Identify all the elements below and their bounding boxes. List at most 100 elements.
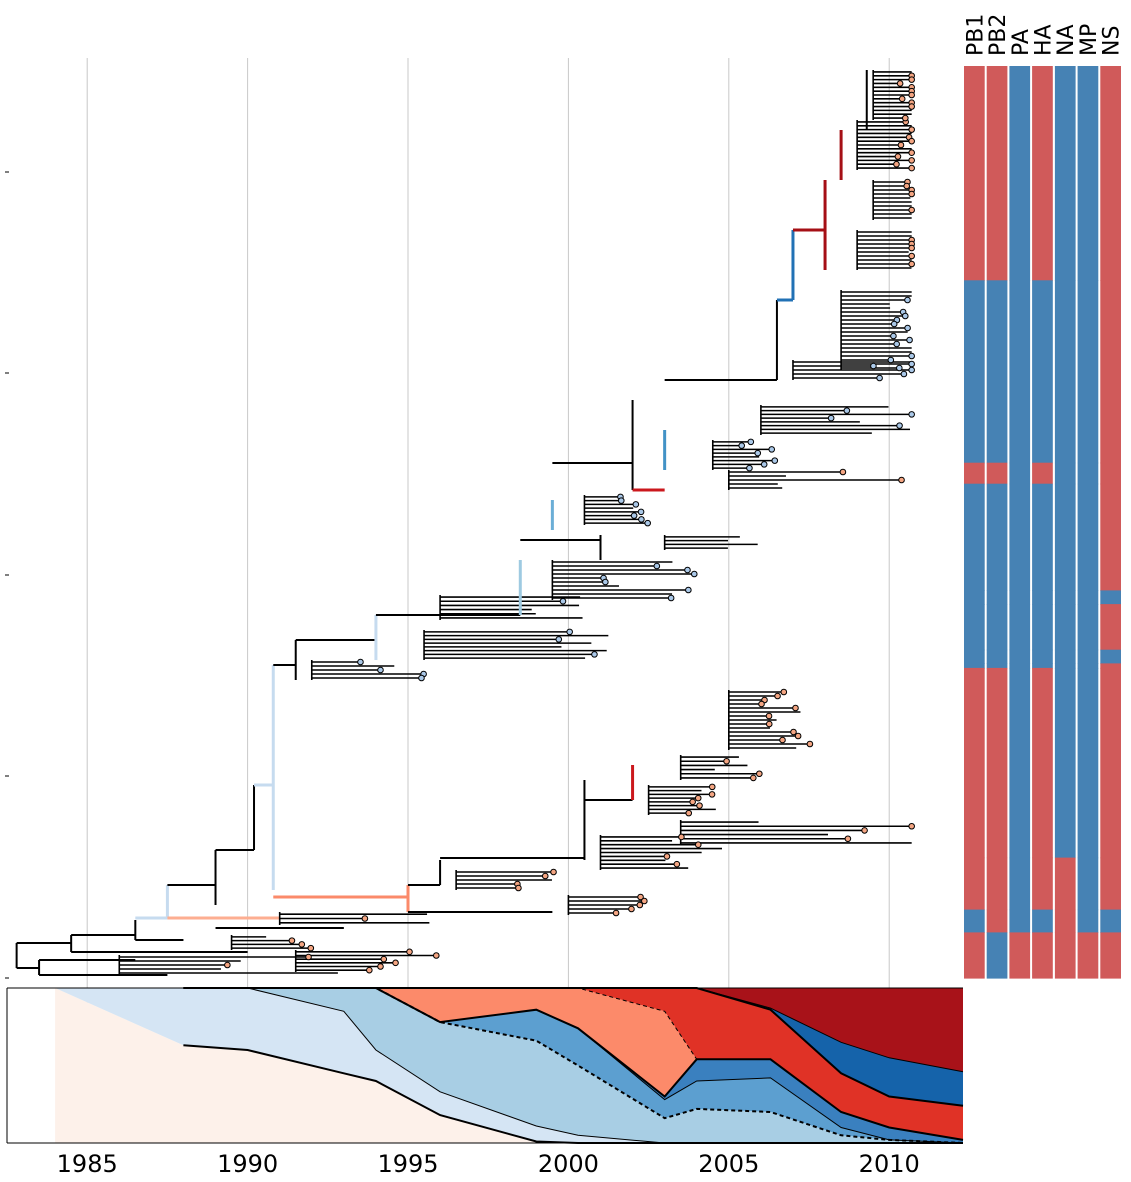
segment-cell xyxy=(1077,932,1099,979)
tip-point xyxy=(890,320,898,328)
segment-cell xyxy=(1077,604,1099,651)
segment-cell xyxy=(1009,483,1031,591)
segment-cell xyxy=(1077,663,1099,669)
tip-point xyxy=(908,149,915,156)
segment-cell xyxy=(986,462,1008,485)
segment-cell xyxy=(964,66,985,281)
tip-point xyxy=(747,438,755,446)
segment-cell xyxy=(1100,483,1121,591)
segment-cell xyxy=(1077,667,1099,859)
area-boundary-line xyxy=(183,987,964,1144)
tip-point xyxy=(555,636,563,643)
tip-point xyxy=(908,126,915,133)
segment-cell xyxy=(1009,857,1031,911)
tip-point xyxy=(908,76,915,83)
segment-cell xyxy=(964,462,985,485)
segment-cell xyxy=(986,857,1008,911)
tip-point xyxy=(366,966,373,974)
tip-point xyxy=(602,578,609,586)
tip-point xyxy=(908,103,915,110)
segment-cell xyxy=(964,667,985,859)
segment-cell xyxy=(1032,857,1053,911)
segment-cell xyxy=(964,663,985,669)
segment-cell xyxy=(1054,909,1076,933)
tip-point xyxy=(896,80,904,87)
segment-cell xyxy=(1009,932,1031,979)
tip-point xyxy=(689,798,696,806)
segment-cell xyxy=(1054,462,1076,485)
area-band xyxy=(55,988,964,1143)
tip-point xyxy=(653,562,661,570)
tip-point xyxy=(515,884,522,892)
segment-cell xyxy=(1100,590,1121,605)
tip-point xyxy=(361,915,369,922)
vertical-gridlines xyxy=(86,58,890,1143)
x-tick-label: 1990 xyxy=(217,1150,278,1178)
tip-point xyxy=(418,674,425,682)
segment-reassortment-matrix xyxy=(964,66,1121,979)
segment-cell xyxy=(1032,483,1053,591)
segment-label: MP xyxy=(1077,24,1102,56)
tip-point xyxy=(898,476,905,484)
segment-cell xyxy=(1100,462,1121,485)
tip-point xyxy=(288,937,296,944)
phylogenetic-tree xyxy=(15,70,912,976)
tip-point xyxy=(906,336,913,344)
segment-cell xyxy=(1100,663,1121,669)
tree-tips xyxy=(224,72,915,974)
segment-cell xyxy=(1077,909,1099,933)
tip-point xyxy=(541,872,549,880)
segment-cell xyxy=(964,649,985,664)
tip-point xyxy=(612,909,620,917)
tip-point xyxy=(908,822,915,830)
tip-point xyxy=(307,944,315,952)
tip-point xyxy=(890,332,897,340)
area-band xyxy=(55,988,964,1143)
segment-cell xyxy=(1100,604,1121,651)
segment-cell xyxy=(1009,649,1031,664)
tip-point xyxy=(684,566,691,574)
tip-point xyxy=(887,356,895,364)
tip-point xyxy=(894,153,902,160)
tip-point xyxy=(771,457,779,464)
segment-cell xyxy=(986,280,1008,464)
tip-point xyxy=(908,411,915,418)
segment-label: PB1 xyxy=(963,14,988,56)
tip-point xyxy=(746,464,753,472)
tip-point xyxy=(224,961,231,969)
tip-point xyxy=(898,95,906,103)
tip-point xyxy=(550,868,557,876)
tip-point xyxy=(908,366,915,374)
segment-label: HA xyxy=(1032,24,1057,56)
tip-point xyxy=(901,312,909,320)
segment-cell xyxy=(986,590,1008,605)
segment-cell xyxy=(1009,66,1031,281)
segment-label: PA xyxy=(1009,29,1034,56)
tip-point xyxy=(667,594,675,602)
segment-cell xyxy=(1054,483,1076,591)
segment-cell xyxy=(1009,667,1031,859)
segment-cell xyxy=(1009,590,1031,605)
segment-cell xyxy=(1032,462,1053,485)
tip-point xyxy=(827,414,835,422)
tip-point xyxy=(900,370,908,378)
tree-y-ticks xyxy=(5,171,9,979)
tip-point xyxy=(908,164,915,172)
tip-point xyxy=(377,963,384,970)
tip-point xyxy=(708,783,716,791)
segment-cell xyxy=(1032,909,1053,933)
segment-cell xyxy=(1054,667,1076,859)
area-band xyxy=(55,988,964,1143)
tip-point xyxy=(896,422,903,429)
segment-cell xyxy=(1054,663,1076,669)
tip-point xyxy=(844,835,852,843)
tip-point xyxy=(690,570,698,578)
tip-point xyxy=(685,586,692,594)
segment-label: PB2 xyxy=(986,14,1011,56)
tip-point xyxy=(566,628,573,636)
tip-point xyxy=(904,296,911,304)
tip-point xyxy=(432,952,440,959)
area-band xyxy=(55,988,964,1140)
segment-cell xyxy=(1077,483,1099,591)
tip-point xyxy=(861,827,868,834)
